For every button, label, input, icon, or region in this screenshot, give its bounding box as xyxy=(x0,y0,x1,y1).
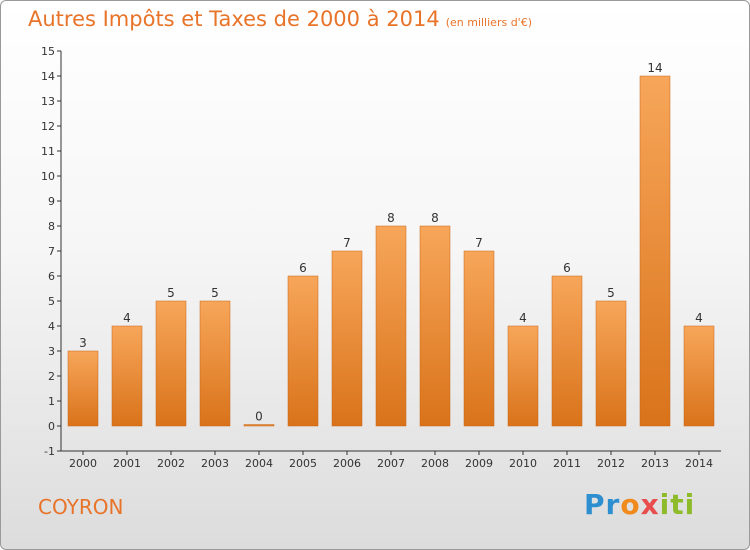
x-tick-label: 2013 xyxy=(641,457,669,470)
data-label: 0 xyxy=(255,410,263,424)
x-tick-label: 2004 xyxy=(245,457,273,470)
y-tick-label: 5 xyxy=(48,295,55,308)
bar xyxy=(463,250,495,427)
y-tick-label: 13 xyxy=(41,95,55,108)
data-label: 7 xyxy=(343,236,351,250)
data-label: 5 xyxy=(167,286,175,300)
x-tick-label: 2011 xyxy=(553,457,581,470)
bar xyxy=(287,275,319,427)
x-tick-label: 2010 xyxy=(509,457,537,470)
y-tick-label: 6 xyxy=(48,270,55,283)
bar xyxy=(243,424,275,427)
bar xyxy=(639,75,671,427)
data-label: 4 xyxy=(123,311,131,325)
y-tick-label: 0 xyxy=(48,420,55,433)
data-label: 3 xyxy=(79,336,87,350)
bar xyxy=(67,350,99,427)
bar xyxy=(595,300,627,427)
x-tick-label: 2009 xyxy=(465,457,493,470)
data-label: 6 xyxy=(299,261,307,275)
commune-name: COYRON xyxy=(38,495,124,519)
bar xyxy=(507,325,539,427)
y-tick-label: -1 xyxy=(44,445,55,458)
bar xyxy=(419,225,451,427)
y-tick-label: 10 xyxy=(41,170,55,183)
y-tick-label: 12 xyxy=(41,120,55,133)
x-tick-label: 2006 xyxy=(333,457,361,470)
data-label: 5 xyxy=(607,286,615,300)
y-tick-label: 1 xyxy=(48,395,55,408)
bar xyxy=(683,325,715,427)
x-tick-label: 2001 xyxy=(113,457,141,470)
y-tick-label: 2 xyxy=(48,370,55,383)
x-tick-label: 2008 xyxy=(421,457,449,470)
bar xyxy=(551,275,583,427)
proxiti-logo: Proxiti xyxy=(584,488,696,521)
x-tick-label: 2003 xyxy=(201,457,229,470)
data-label: 14 xyxy=(647,61,662,75)
x-tick-label: 2012 xyxy=(597,457,625,470)
data-label: 8 xyxy=(431,211,439,225)
data-label: 8 xyxy=(387,211,395,225)
data-label: 6 xyxy=(563,261,571,275)
data-label: 4 xyxy=(695,311,703,325)
chart-title: Autres Impôts et Taxes de 2000 à 2014 (en… xyxy=(28,7,532,31)
x-tick-label: 2007 xyxy=(377,457,405,470)
title-text: Autres Impôts et Taxes de 2000 à 2014 xyxy=(28,7,440,31)
x-tick-label: 2014 xyxy=(685,457,713,470)
bar xyxy=(375,225,407,427)
y-tick-label: 11 xyxy=(41,145,55,158)
unit-label: (en milliers d'€) xyxy=(445,16,532,29)
y-tick-label: 14 xyxy=(41,70,55,83)
data-label: 4 xyxy=(519,311,527,325)
x-tick-label: 2005 xyxy=(289,457,317,470)
data-label: 7 xyxy=(475,236,483,250)
bar xyxy=(331,250,363,427)
data-label: 5 xyxy=(211,286,219,300)
x-tick-label: 2002 xyxy=(157,457,185,470)
bar xyxy=(199,300,231,427)
y-tick-label: 3 xyxy=(48,345,55,358)
x-tick-label: 2000 xyxy=(69,457,97,470)
y-tick-label: 4 xyxy=(48,320,55,333)
y-tick-label: 15 xyxy=(41,45,55,58)
bar xyxy=(111,325,143,427)
y-tick-label: 8 xyxy=(48,220,55,233)
bar xyxy=(155,300,187,427)
y-tick-label: 7 xyxy=(48,245,55,258)
y-tick-label: 9 xyxy=(48,195,55,208)
